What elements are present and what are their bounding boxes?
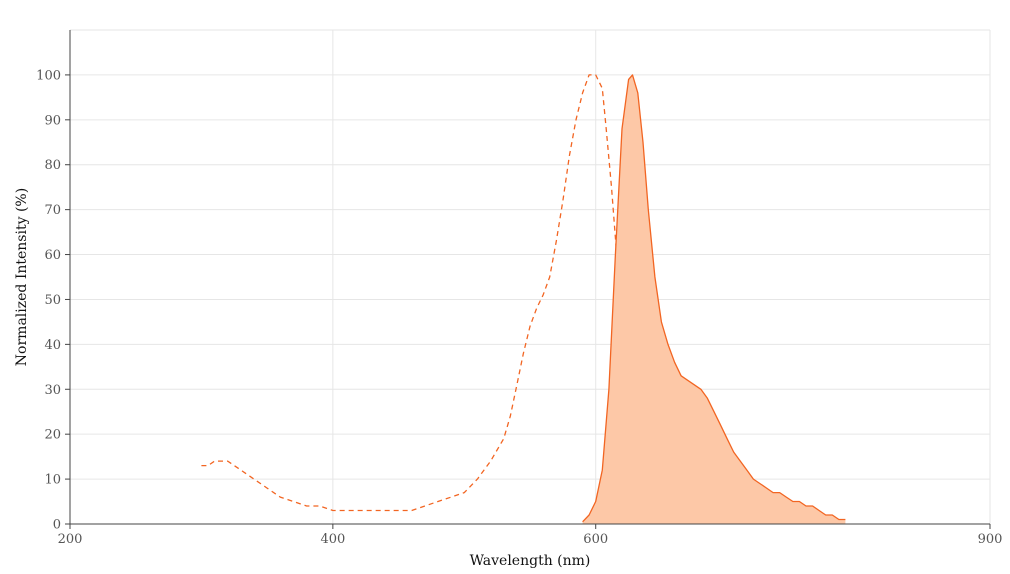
y-tick-label: 40: [44, 338, 61, 353]
y-tick-label: 0: [53, 518, 61, 533]
y-tick-label: 20: [44, 428, 61, 443]
axes: 0 10 20 30 40 50 60 70 80 90 100 200 400 600 900: [36, 30, 1002, 547]
x-tick-label: 200: [58, 532, 83, 547]
y-tick-label: 30: [44, 383, 61, 398]
y-axis-title: Normalized Intensity (%): [14, 188, 30, 366]
grid: [70, 29, 991, 524]
y-tick-label: 100: [36, 68, 61, 83]
y-tick-label: 90: [44, 113, 61, 128]
x-tick-label: 600: [583, 532, 608, 547]
y-tick-label: 10: [44, 473, 61, 488]
series-layer: [201, 74, 846, 525]
y-tick-label: 50: [44, 293, 61, 308]
emission-fill-area: [582, 74, 846, 525]
x-tick-label: 900: [978, 532, 1003, 547]
x-tick-label: 400: [320, 532, 345, 547]
y-tick-label: 60: [44, 248, 61, 263]
y-tick-label: 70: [44, 203, 61, 218]
emission-series-line: [582, 74, 846, 523]
y-tick-label: 80: [44, 158, 61, 173]
x-axis-title: Wavelength (nm): [470, 553, 591, 569]
